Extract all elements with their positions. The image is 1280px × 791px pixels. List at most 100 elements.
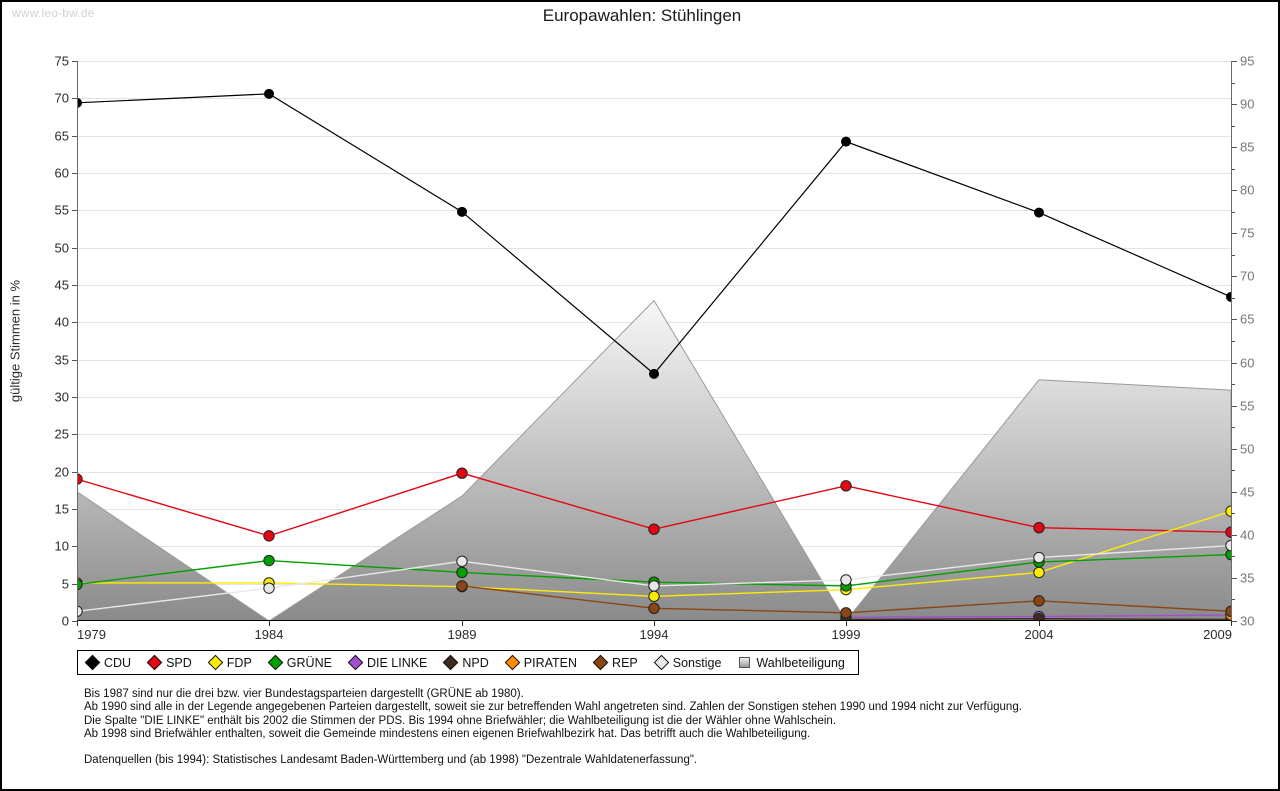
right-axis-tick [1232,319,1237,321]
left-axis-tick-label: 25 [54,426,69,442]
data-point[interactable] [1033,521,1045,534]
data-point[interactable] [456,580,468,592]
data-point[interactable] [1033,595,1045,607]
right-axis-minor-tick [1232,427,1235,429]
gridline [77,61,1232,62]
right-axis-tick [1232,104,1237,106]
legend-item-spd[interactable]: SPD [146,654,192,671]
legend-item-sonstige[interactable]: Sonstige [653,654,722,671]
left-axis-tick-label: 0 [61,613,69,629]
left-axis-tick-label: 75 [54,53,69,69]
legend-item-wahlbeteiligung[interactable]: Wahlbeteiligung [739,655,845,670]
legend-item-rep[interactable]: REP [592,654,638,671]
right-axis-tick-label: 65 [1240,311,1255,327]
gridline [77,210,1232,212]
right-axis-tick [1232,362,1237,364]
x-axis-tick-label: 1984 [254,627,284,642]
page-title: Europawahlen: Stühlingen [542,6,742,25]
gridline [77,247,1232,249]
right-axis-minor-tick [1232,125,1235,127]
left-axis-tick-label: 70 [54,90,69,106]
data-point[interactable] [456,555,468,567]
right-axis-minor-tick [1232,556,1235,558]
legend-label: GRÜNE [286,655,332,670]
data-point[interactable] [840,480,852,492]
data-point[interactable] [456,467,468,479]
data-point[interactable] [1033,613,1045,621]
right-axis-tick-label: 30 [1240,613,1255,629]
left-axis-title: gültige Stimmen in % [7,279,23,403]
left-axis-tick [72,247,77,249]
left-axis-tick-label: 20 [54,464,69,480]
data-point[interactable] [1225,605,1232,617]
data-point[interactable] [841,136,851,147]
data-point[interactable] [457,206,467,217]
right-axis-minor-tick [1232,82,1235,84]
right-axis-tick [1232,405,1237,407]
legend-label: Wahlbeteiligung [756,655,845,670]
right-axis-minor-tick [1232,599,1235,601]
data-point[interactable] [1225,539,1232,552]
right-axis-minor-tick [1232,168,1235,170]
footnote-line: Ab 1990 sind alle in der Legende angegeb… [84,701,1022,714]
x-axis-tick [846,621,847,626]
data-point[interactable] [1033,566,1045,579]
gridline [77,173,1232,174]
left-axis-tick-label: 10 [54,538,69,554]
data-point[interactable] [77,473,83,485]
data-point[interactable] [456,566,468,579]
data-point[interactable] [840,574,852,586]
data-point[interactable] [77,97,82,108]
legend-item-fdp[interactable]: FDP [207,654,252,671]
legend-label: Sonstige [672,655,722,670]
left-axis-tick [72,322,77,324]
data-point[interactable] [648,580,660,592]
left-axis-tick-label: 65 [54,128,69,144]
data-point[interactable] [77,578,83,591]
data-point[interactable] [1034,207,1044,218]
data-point[interactable] [1033,551,1045,564]
data-point[interactable] [649,368,659,379]
data-point[interactable] [648,590,660,603]
data-point[interactable] [648,523,660,535]
data-point[interactable] [263,582,275,594]
legend-diamond-icon [146,654,163,671]
legend-item-cdu[interactable]: CDU [84,654,131,671]
data-point[interactable] [648,602,660,615]
x-axis-tick-label: 1979 [77,627,106,642]
legend-diamond-icon [84,654,101,671]
right-axis-minor-tick [1232,384,1235,386]
left-axis-tick-label: 15 [54,501,69,517]
data-point[interactable] [263,530,275,542]
legend-label: FDP [226,655,252,670]
data-point[interactable] [77,605,83,617]
data-point[interactable] [264,88,274,99]
legend-item-die-linke[interactable]: DIE LINKE [347,654,427,671]
left-axis-tick-label: 30 [54,389,69,405]
gridline [77,135,1232,137]
legend-item-grüne[interactable]: GRÜNE [267,654,332,671]
left-axis-tick [72,98,77,100]
right-axis-minor-tick [1232,470,1235,472]
right-axis-tick [1232,276,1237,278]
right-axis-minor-tick [1232,341,1235,342]
legend-item-piraten[interactable]: PIRATEN [504,654,577,671]
x-axis-tick [462,621,463,626]
footnote-line: Ab 1998 sind Briefwähler enthalten, sowe… [84,728,811,741]
left-axis-tick [72,546,77,548]
legend-square-icon [739,657,751,668]
legend-label: NPD [462,655,489,670]
legend-item-npd[interactable]: NPD [443,654,489,671]
data-point[interactable] [1225,505,1232,517]
data-point[interactable] [1226,291,1232,302]
watermark: www.leo-bw.de [12,6,95,20]
right-axis-tick [1232,621,1237,622]
data-point[interactable] [840,607,852,619]
right-axis-tick-label: 85 [1240,139,1255,155]
series-rep [456,580,1232,619]
legend-label: REP [612,655,638,670]
series-cdu [77,88,1232,379]
data-point[interactable] [263,554,275,567]
x-axis-tick-label: 1994 [639,627,669,642]
